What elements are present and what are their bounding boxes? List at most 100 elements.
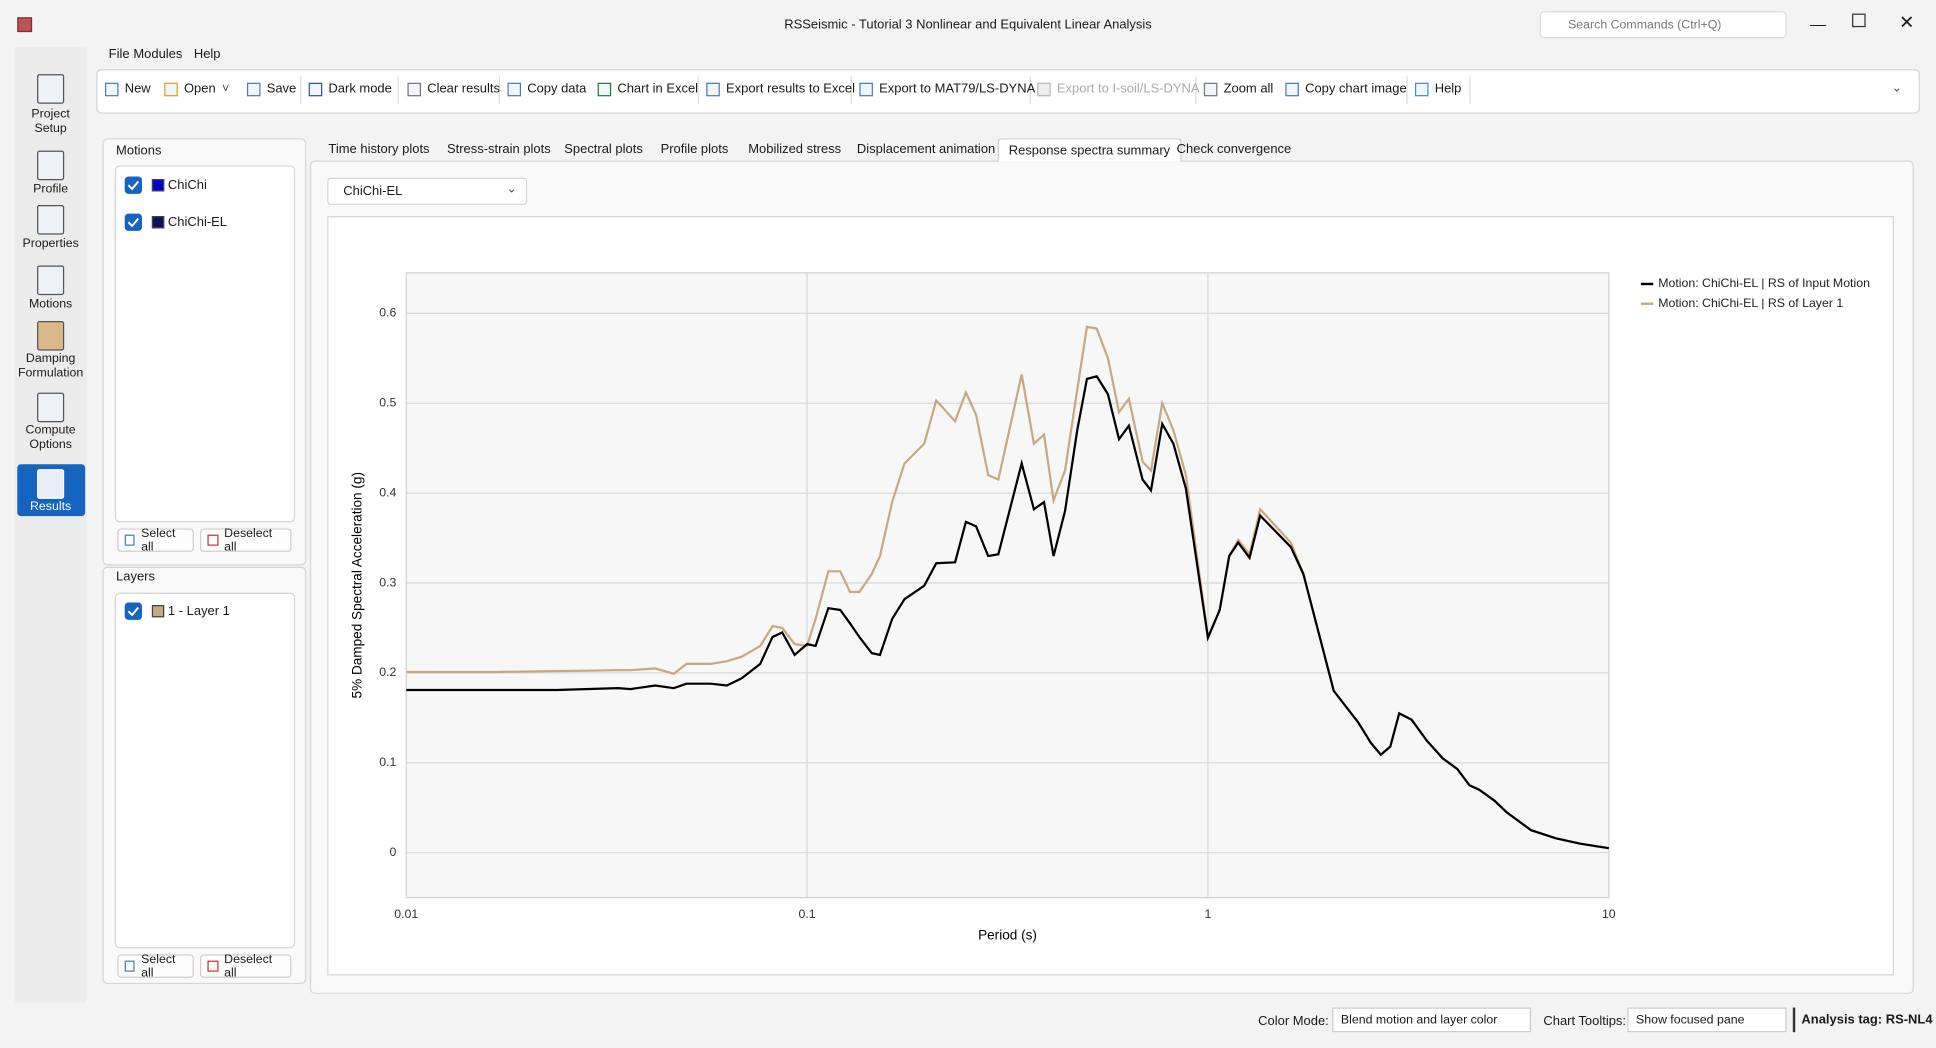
motion-name[interactable]: ChiChi-EL <box>167 214 228 230</box>
toolbar-label: Dark mode <box>328 81 392 97</box>
toolbar-button[interactable]: Save <box>246 81 297 97</box>
tab[interactable]: Spectral plots <box>564 141 643 157</box>
toolbar-separator <box>498 76 501 104</box>
toolbar-button[interactable]: Copy data <box>507 81 586 96</box>
layers-list <box>114 592 296 949</box>
checkmark <box>127 180 140 191</box>
toolbar-button[interactable]: Export to MAT79/LS-DYNA <box>859 81 1035 96</box>
chart: 0 0.1 0.2 0.3 0.4 0.5 0.6 0.01 0.1 1 10 Period (s) 5… <box>350 272 1870 942</box>
motion-swatch <box>151 179 165 192</box>
app-icon <box>17 17 33 33</box>
toolbar-separator <box>300 76 302 104</box>
restore-button[interactable] <box>1852 13 1866 28</box>
x-tick-label: 1 <box>1205 907 1212 921</box>
toolbar-separator <box>850 76 852 104</box>
deselect-all-button[interactable]: Deselect all <box>200 953 292 980</box>
legend-label: Motion: ChiChi-EL | RS of Layer 1 <box>1658 296 1843 310</box>
motion-name[interactable]: ChiChi <box>167 177 207 193</box>
toolbar-dropdown-arrow: ˅ <box>221 81 230 97</box>
sidebar-icon[interactable] <box>37 321 65 351</box>
sidebar-label[interactable]: Compute Options <box>25 423 76 452</box>
sidebar-icon[interactable] <box>37 265 65 296</box>
toolbar-button[interactable]: Chart in Excel <box>597 81 699 97</box>
y-axis-label: 5% Damped Spectral Acceleration (g) <box>350 472 365 698</box>
tab[interactable]: Stress-strain plots <box>446 141 551 157</box>
checkmark <box>127 217 140 228</box>
search-box[interactable]: Search Commands (Ctrl+Q) <box>1539 11 1787 39</box>
toolbar-button[interactable]: Help <box>1414 81 1462 97</box>
toolbar-label: Export results to Excel <box>726 81 855 97</box>
tab[interactable]: Time history plots <box>328 141 430 157</box>
sidebar-label[interactable]: Damping Formulation <box>18 351 84 381</box>
toolbar-icon <box>859 82 873 96</box>
sidebar-label[interactable]: Motions <box>28 297 73 312</box>
toolbar-separator <box>697 76 699 104</box>
toolbar-button[interactable]: Export results to Excel <box>706 81 855 96</box>
tab[interactable]: Displacement animation <box>856 141 996 157</box>
y-tick-label: 0.2 <box>379 665 396 679</box>
toolbar-icon <box>1037 82 1051 96</box>
toolbar-icon <box>308 82 323 96</box>
button-icon <box>207 960 219 972</box>
toolbar-button[interactable]: Clear results <box>407 81 500 96</box>
toolbar-button[interactable]: Zoom all <box>1203 81 1273 96</box>
toolbar-label: Copy chart image <box>1305 81 1407 97</box>
tab[interactable]: Mobilized stress <box>748 141 842 157</box>
tab-active[interactable]: Response spectra summary <box>997 138 1182 162</box>
toolbar-icon <box>246 82 261 96</box>
sidebar-label[interactable]: Results <box>30 500 72 514</box>
close-button[interactable]: ✕ <box>1898 12 1915 34</box>
toolbar-label: Save <box>266 81 297 97</box>
color-mode-label: Color Mode: <box>1258 1013 1329 1029</box>
sidebar-icon[interactable] <box>37 392 65 423</box>
color-mode-dropdown[interactable]: Blend motion and layer color <box>1332 1007 1532 1033</box>
menu-item[interactable]: File <box>108 46 130 62</box>
tab[interactable]: Check convergence <box>1176 141 1292 157</box>
toolbar-separator <box>1406 76 1408 104</box>
select-all-button[interactable]: Select all <box>117 952 194 980</box>
button-label: Select all <box>141 526 176 554</box>
toolbar-button[interactable]: Dark mode <box>308 81 392 97</box>
toolbar-label: Chart in Excel <box>617 81 699 97</box>
deselect-all-button[interactable]: Deselect all <box>200 527 292 554</box>
layer-name[interactable]: 1 - Layer 1 <box>167 603 230 619</box>
checkbox[interactable] <box>124 602 142 620</box>
sidebar-label[interactable]: Properties <box>22 237 79 251</box>
chart-tooltips-dropdown[interactable]: Show focused pane <box>1627 1007 1787 1033</box>
sidebar-icon[interactable] <box>37 204 65 235</box>
y-tick-label: 0.5 <box>379 395 396 409</box>
minimize-button[interactable]: — <box>1810 14 1827 34</box>
toolbar-label: Copy data <box>527 81 587 97</box>
toolbar-button[interactable]: Copy chart image <box>1285 81 1407 97</box>
menu-item[interactable]: Modules <box>133 46 183 62</box>
sidebar-icon[interactable] <box>37 150 65 181</box>
toolbar <box>96 69 1920 114</box>
toolbar-chevron[interactable]: ⌄ <box>1891 81 1902 96</box>
sidebar-icon[interactable] <box>37 74 65 104</box>
toolbar-icon <box>164 82 178 96</box>
y-tick-label: 0.4 <box>379 485 396 499</box>
toolbar-icon <box>1285 82 1299 96</box>
toolbar-icon <box>706 82 720 96</box>
x-tick-label: 0.01 <box>394 907 418 921</box>
toolbar-button: Export to I-soil/LS-DYNA <box>1037 81 1200 96</box>
legend-label: Motion: ChiChi-EL | RS of Input Motion <box>1658 276 1870 290</box>
sidebar-label[interactable]: Profile <box>33 182 69 197</box>
y-tick-label: 0.6 <box>379 306 396 320</box>
x-tick-label: 0.1 <box>799 907 816 921</box>
motion-dropdown[interactable]: ChiChi-EL ⌄ <box>327 177 528 205</box>
toolbar-label: Help <box>1434 81 1462 97</box>
button-label: Select all <box>141 952 176 980</box>
tab[interactable]: Profile plots <box>660 141 729 157</box>
toolbar-button[interactable]: Open ˅ <box>164 81 229 96</box>
toolbar-separator <box>1029 76 1031 104</box>
menu-item[interactable]: Help <box>193 46 221 62</box>
sidebar-icon[interactable] <box>37 469 65 499</box>
dropdown-arrow: ⌄ <box>506 181 518 197</box>
toolbar-button[interactable]: New <box>104 81 151 96</box>
select-all-button[interactable]: Select all <box>117 526 194 554</box>
checkbox[interactable] <box>124 176 142 194</box>
checkbox[interactable] <box>124 213 142 231</box>
sidebar-label[interactable]: Project Setup <box>31 107 70 136</box>
